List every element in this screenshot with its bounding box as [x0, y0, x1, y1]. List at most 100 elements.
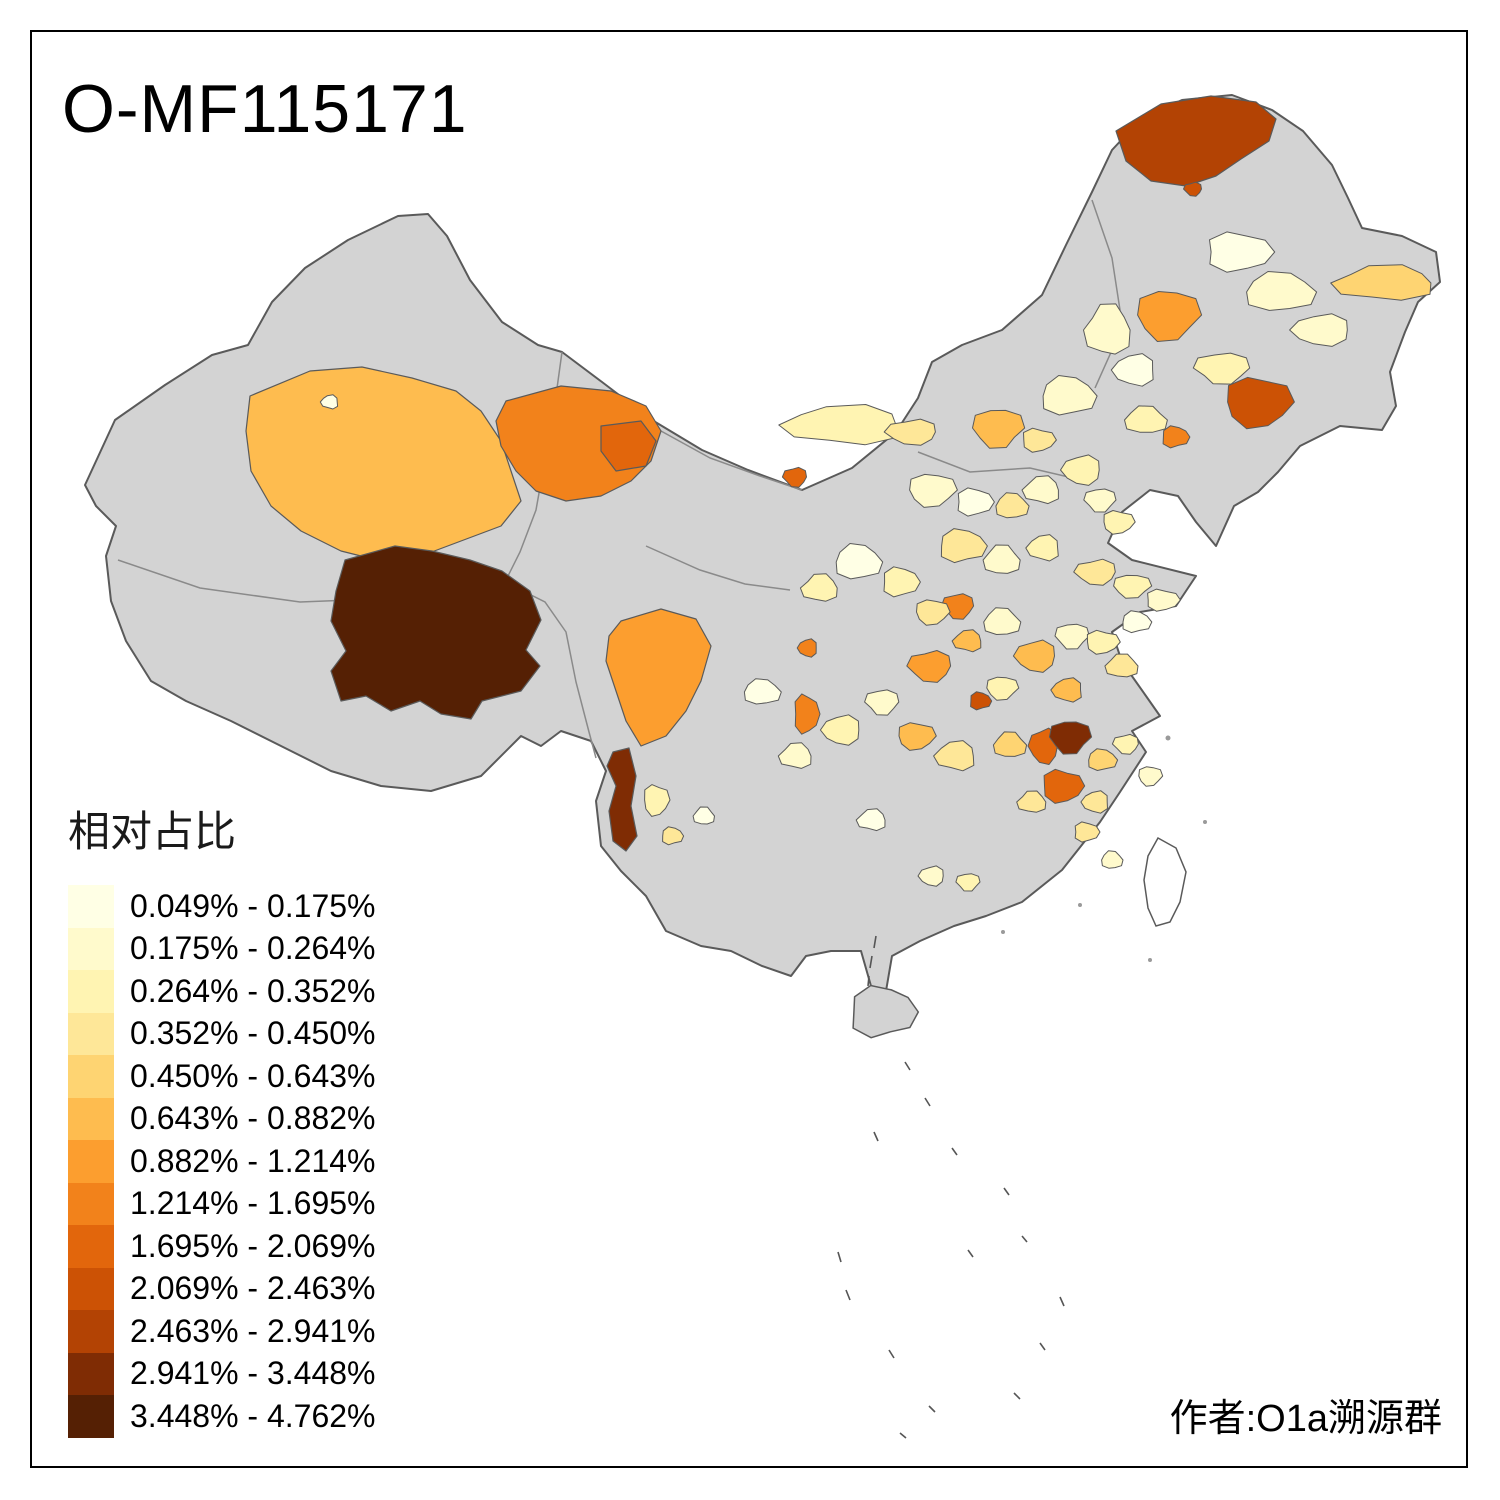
map-region-shandong-2: [1113, 574, 1153, 599]
legend-item: 0.643% - 0.882%: [68, 1097, 376, 1140]
map-region-guizhou-1: [855, 808, 886, 832]
map-region-gansu-dot: [796, 638, 817, 658]
map-sea-dash: [845, 1289, 851, 1301]
legend-swatch: [68, 970, 114, 1013]
map-region-hebei-2: [1103, 510, 1136, 535]
legend-swatch: [68, 1182, 114, 1225]
map-region-im-pale-band: [778, 404, 899, 446]
legend-item: 0.882% - 1.214%: [68, 1140, 376, 1183]
map-region-gansu-jiuquan: [495, 385, 662, 502]
map-region-im-pale-4: [1042, 375, 1098, 416]
map-region-guangdong-1: [955, 873, 981, 892]
legend-swatch: [68, 1097, 114, 1140]
map-sea-dash: [951, 1147, 958, 1156]
legend-item: 0.049% - 0.175%: [68, 885, 376, 928]
map-sea-dash: [1021, 1235, 1028, 1243]
author-credit: 作者:O1a溯源群: [1169, 1398, 1442, 1440]
map-region-hebei-3: [1025, 534, 1059, 562]
map-region-henan-2: [1054, 623, 1090, 650]
legend-item: 1.695% - 2.069%: [68, 1225, 376, 1268]
legend-items: 0.049% - 0.175% 0.175% - 0.264% 0.264% - 0…: [68, 885, 376, 1438]
map-region-guangxi-1: [917, 865, 944, 887]
legend-label: 0.264% - 0.352%: [130, 972, 376, 1009]
map-region-hebei-1: [1060, 454, 1100, 486]
map-region-hlj-suihua: [1137, 291, 1203, 342]
map-region-im-baotou: [972, 409, 1026, 449]
map-region-jiangxi-1: [1080, 790, 1108, 814]
legend-item: 1.214% - 1.695%: [68, 1182, 376, 1225]
map-region-aba-strip: [794, 693, 821, 735]
map-region-henan-3: [1086, 629, 1121, 655]
map-region-shanxi-2: [1021, 475, 1059, 505]
legend-label: 3.448% - 4.762%: [130, 1397, 376, 1434]
legend-swatch: [68, 1310, 114, 1353]
map-region-xinyang: [1050, 677, 1082, 703]
map-region-yunnan-nujiang: [606, 747, 638, 852]
map-region-guizhou-ne: [933, 740, 975, 772]
legend-item: 0.264% - 0.352%: [68, 970, 376, 1013]
legend-item: 2.069% - 2.463%: [68, 1267, 376, 1310]
legend-label: 0.175% - 0.264%: [130, 930, 376, 967]
map-sea-dash: [967, 1249, 974, 1258]
map-region-liaoning-spot: [1162, 425, 1191, 449]
legend-label: 0.882% - 1.214%: [130, 1142, 376, 1179]
map-sea-dash: [928, 1405, 936, 1413]
map-region-weinan: [916, 599, 951, 626]
legend-swatch: [68, 1352, 114, 1395]
map-sea-dash: [1003, 1187, 1010, 1196]
map-region-fujian-2: [1101, 850, 1124, 869]
map-sea-dash: [888, 1349, 895, 1359]
legend-swatch: [68, 1395, 114, 1438]
map-sea-dash: [1059, 1296, 1065, 1307]
map-province-boundary: [645, 545, 791, 591]
map-region-gansu-pale-2: [799, 573, 838, 602]
legend-label: 1.695% - 2.069%: [130, 1227, 376, 1264]
map-region-shaanbei-1: [909, 473, 958, 508]
map-region-shandong-1: [1073, 558, 1116, 586]
map-region-anhui-1: [1104, 653, 1139, 678]
map-region-sichuan-ganzi: [605, 608, 712, 747]
map-region-yunnan-white: [692, 806, 715, 825]
map-region-hlj-east: [1330, 264, 1432, 301]
map-region-zhejiang-1: [1138, 766, 1164, 787]
map-region-shanxi-1: [995, 492, 1030, 519]
legend-label: 1.214% - 1.695%: [130, 1185, 376, 1222]
map-region-im-pale-3: [1023, 427, 1057, 453]
map-region-jilin-pale: [1192, 352, 1251, 385]
map-taiwan: [1143, 836, 1187, 927]
map-region-liaoning-pale: [1124, 405, 1168, 433]
map-region-shaanxi-mid: [940, 528, 988, 564]
map-region-heilongjiang-north: [1115, 95, 1277, 187]
map-region-chifeng-pale: [1110, 353, 1154, 387]
map-region-dazhou: [898, 722, 937, 751]
map-region-pingliang: [883, 566, 921, 598]
map-sea-dash: [873, 935, 877, 949]
legend-swatch: [68, 1140, 114, 1183]
map-region-hlj-pale-1: [1209, 231, 1276, 273]
map-region-hlj-pale-3: [1289, 313, 1348, 347]
legend-title: 相对占比: [68, 808, 237, 855]
map-sea-dash: [867, 975, 870, 987]
map-region-beijing: [1083, 488, 1117, 513]
page-title: O-MF115171: [62, 71, 468, 147]
map-province-boundary: [504, 581, 597, 759]
map-region-hubei-nw: [986, 676, 1020, 701]
legend-swatch: [68, 1225, 114, 1268]
legend-label: 0.643% - 0.882%: [130, 1100, 376, 1137]
map-province-boundary: [660, 430, 803, 491]
map-region-shanxi-3: [982, 544, 1021, 574]
map-region-hlj-pale-2: [1246, 271, 1318, 311]
map-region-jiangsu-n: [1122, 610, 1153, 634]
map-sea-dash: [837, 1251, 842, 1263]
map-region-sichuan-pale-2: [777, 742, 812, 769]
legend-item: 2.941% - 3.448%: [68, 1352, 376, 1395]
map-sea-dash: [904, 1061, 911, 1071]
map-region-yunnan-pale-1: [644, 784, 671, 817]
map-islet: [1203, 820, 1207, 824]
legend-item: 0.352% - 0.450%: [68, 1012, 376, 1055]
map-sea-dash: [873, 1131, 879, 1142]
map-region-sichuan-e: [864, 689, 900, 716]
map-region-henan-1: [983, 607, 1022, 635]
